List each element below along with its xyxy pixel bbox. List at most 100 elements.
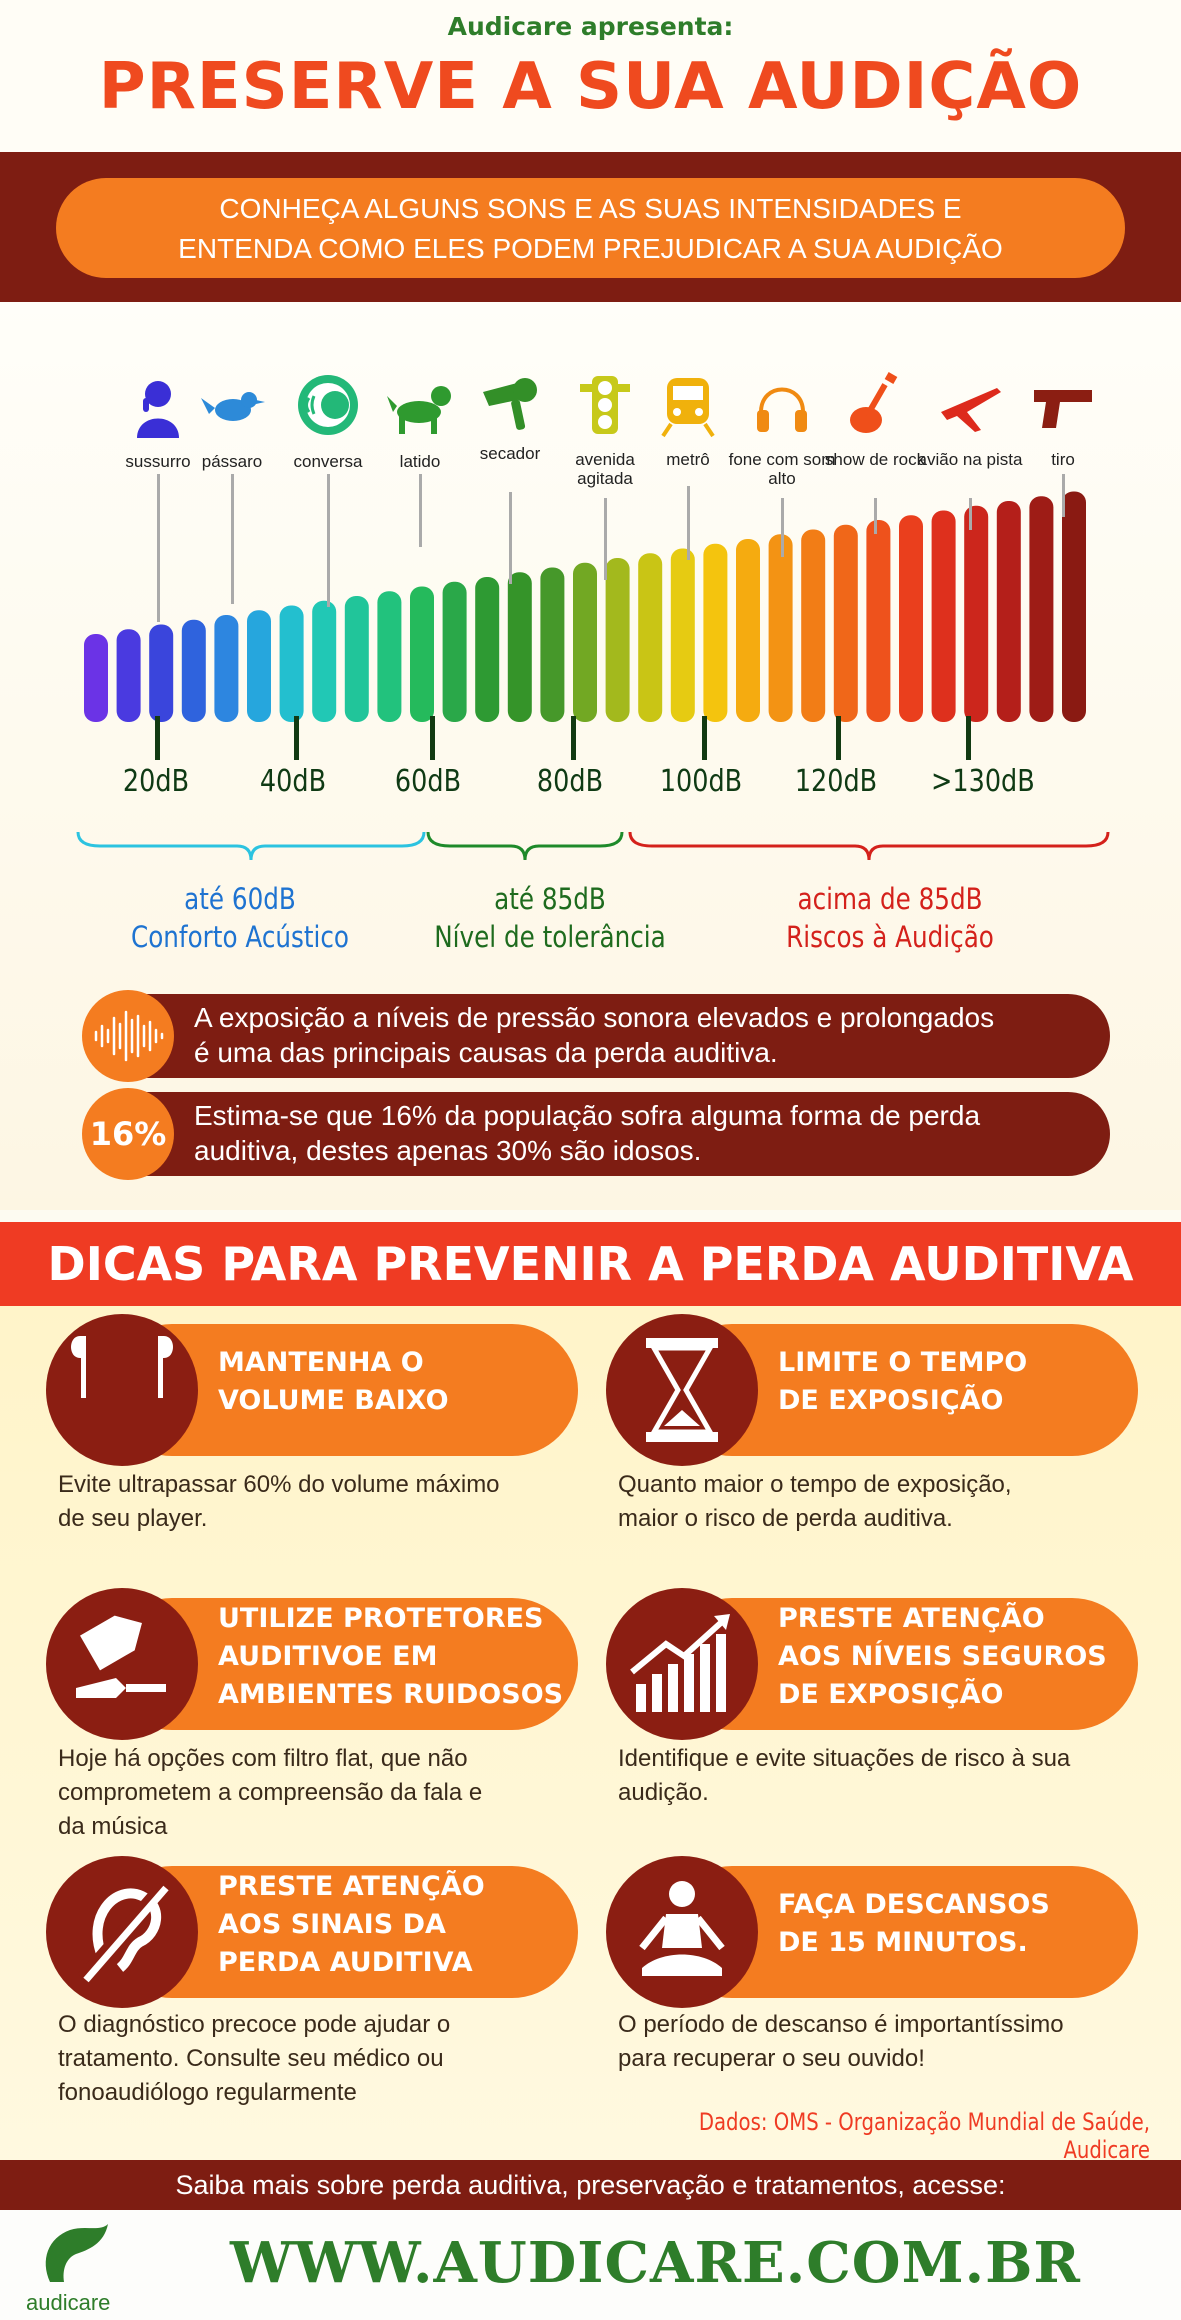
tip-description-line: Quanto maior o tempo de exposição, bbox=[618, 1471, 1012, 1498]
tip-title-line: DE EXPOSIÇÃO bbox=[778, 1385, 1004, 1416]
sound-pointer-line bbox=[1062, 474, 1065, 517]
intro-band: CONHEÇA ALGUNS SONS E AS SUAS INTENSIDAD… bbox=[0, 152, 1181, 302]
tip-description-line: Identifique e evite situações de risco à… bbox=[618, 1745, 1071, 1772]
tip-description: Evite ultrapassar 60% do volume máximo de… bbox=[58, 1468, 598, 1536]
source-note: Dados: OMS - Organização Mundial de Saúd… bbox=[698, 2108, 1150, 2164]
tip-description-line: O diagnóstico precoce pode ajudar o bbox=[58, 2011, 451, 2038]
tip-description-line: Hoje há opções com filtro flat, que não bbox=[58, 1745, 468, 1772]
sound-label: fone com som alto bbox=[728, 450, 836, 488]
bracket-comfort bbox=[76, 831, 426, 861]
sound-label: secador bbox=[479, 444, 541, 463]
category-tolerance-name: Nível de tolerância bbox=[434, 920, 666, 954]
tip-card: LIMITE O TEMPO DE EXPOSIÇÃO bbox=[606, 1314, 1138, 1466]
tip-description-line: da música bbox=[58, 1813, 168, 1840]
tip-title-line: PRESTE ATENÇÃO bbox=[218, 1871, 485, 1902]
intensity-bar bbox=[149, 624, 174, 722]
presents-text: Audicare apresenta: bbox=[447, 12, 734, 41]
intensity-bar bbox=[507, 572, 532, 722]
tip-title-line: AOS SINAIS DA bbox=[218, 1909, 446, 1940]
db-tick bbox=[836, 716, 841, 760]
fact-exposure-line-1: A exposição a níveis de pressão sonora e… bbox=[194, 1002, 995, 1033]
tip-card: PRESTE ATENÇÃO AOS NÍVEIS SEGUROS DE EXPOS… bbox=[606, 1588, 1138, 1740]
db-label-120: 120dB bbox=[794, 764, 878, 799]
audicare-logo-icon bbox=[30, 2220, 120, 2290]
sound-pointer-line bbox=[327, 474, 330, 607]
category-risk-range: acima de 85dB bbox=[797, 882, 983, 916]
sound-pointer-line bbox=[781, 498, 784, 557]
hearing-loss-icon bbox=[46, 1856, 198, 2008]
earbuds-icon bbox=[46, 1314, 198, 1466]
earplugs-icon bbox=[46, 1588, 198, 1740]
tip-title-line: MANTENHA O bbox=[218, 1347, 424, 1378]
intensity-bar bbox=[736, 539, 760, 722]
bird-icon bbox=[199, 372, 265, 438]
bracket-risk bbox=[628, 831, 1110, 861]
tip-description-line: audição. bbox=[618, 1779, 709, 1806]
whisper-icon bbox=[125, 372, 191, 438]
intensity-bar bbox=[573, 562, 597, 722]
intensity-bar bbox=[312, 600, 337, 722]
tip-description-line: para recuperar o seu ouvido! bbox=[618, 2045, 925, 2072]
category-tolerance-range: até 85dB bbox=[494, 882, 606, 916]
tip-description: O período de descanso é importantíssimo p… bbox=[618, 2008, 1158, 2076]
tip-title-line: FAÇA DESCANSOS bbox=[778, 1889, 1050, 1920]
intensity-bar bbox=[768, 534, 793, 722]
website-link[interactable]: WWW.AUDICARE.COM.BR bbox=[230, 2230, 1081, 2296]
fact-exposure-line-2: é uma das principais causas da perda aud… bbox=[194, 1037, 778, 1068]
category-comfort: até 60dB Conforto Acústico bbox=[96, 880, 385, 956]
sound-pointer-line bbox=[604, 498, 607, 580]
category-comfort-range: até 60dB bbox=[184, 882, 296, 916]
tip-description: O diagnóstico precoce pode ajudar o trata… bbox=[58, 2008, 598, 2110]
sound-label: pássaro bbox=[201, 452, 263, 471]
airplane-icon bbox=[937, 372, 1003, 438]
intensity-bar bbox=[344, 596, 369, 722]
category-comfort-name: Conforto Acústico bbox=[131, 920, 349, 954]
tip-title-line: PRESTE ATENÇÃO bbox=[778, 1603, 1045, 1634]
intensity-bar bbox=[475, 577, 500, 722]
sound-pointer-line bbox=[969, 498, 972, 530]
intensity-bar bbox=[1029, 496, 1054, 722]
intensity-bar bbox=[214, 615, 239, 722]
intensity-bar bbox=[801, 529, 826, 722]
intensity-bar bbox=[703, 543, 728, 722]
intensity-bar bbox=[899, 515, 923, 722]
intensity-bar bbox=[181, 619, 206, 722]
fact-statistic-line-2: auditiva, destes apenas 30% são idosos. bbox=[194, 1135, 702, 1166]
footer-cta: Saiba mais sobre perda auditiva, preserv… bbox=[0, 2160, 1181, 2210]
tip-description: Hoje há opções com filtro flat, que não c… bbox=[58, 1742, 598, 1844]
sound-pointer-line bbox=[419, 474, 422, 547]
intensity-bar bbox=[84, 634, 108, 722]
tip-card: FAÇA DESCANSOS DE 15 MINUTOS. bbox=[606, 1856, 1138, 2008]
tip-card: PRESTE ATENÇÃO AOS SINAIS DA PERDA AUDITIV… bbox=[46, 1856, 578, 2008]
intensity-bar bbox=[670, 548, 695, 722]
guitar-icon bbox=[842, 372, 908, 438]
tip-title-line: DE EXPOSIÇÃO bbox=[778, 1679, 1004, 1710]
db-label-60: 60dB bbox=[394, 764, 462, 799]
conversation-icon bbox=[295, 372, 361, 438]
db-tick bbox=[294, 716, 299, 760]
tip-title: PRESTE ATENÇÃO AOS NÍVEIS SEGUROS DE EXPOS… bbox=[778, 1600, 1128, 1714]
tip-title-line: AMBIENTES RUIDOSOS bbox=[218, 1679, 564, 1710]
sound-pointer-line bbox=[874, 498, 877, 534]
sound-scale: sussurro pássaro conversa latido secador aven… bbox=[0, 302, 1181, 1210]
meditation-icon bbox=[606, 1856, 758, 2008]
tip-description-line: fonoaudiólogo regularmente bbox=[58, 2079, 357, 2106]
tip-title-line: AOS NÍVEIS SEGUROS bbox=[778, 1641, 1107, 1672]
intensity-bar bbox=[833, 524, 858, 722]
intensity-bar bbox=[1062, 491, 1086, 722]
tip-card: MANTENHA O VOLUME BAIXO bbox=[46, 1314, 578, 1466]
intensity-bar bbox=[638, 553, 663, 722]
sound-pointer-line bbox=[687, 486, 690, 560]
sound-wave-icon bbox=[82, 990, 174, 1082]
traffic-light-icon bbox=[572, 372, 638, 438]
fact-statistic-line-1: Estima-se que 16% da população sofra alg… bbox=[194, 1100, 981, 1131]
tip-title: LIMITE O TEMPO DE EXPOSIÇÃO bbox=[778, 1344, 1128, 1420]
intensity-bars bbox=[76, 491, 1110, 861]
tip-title: PRESTE ATENÇÃO AOS SINAIS DA PERDA AUDITIV… bbox=[218, 1868, 568, 1982]
fact-statistic: 16% Estima-se que 16% da população sofra… bbox=[82, 1088, 1110, 1180]
rising-chart-icon bbox=[606, 1588, 758, 1740]
train-icon bbox=[655, 372, 721, 438]
sound-label: show de rock bbox=[824, 450, 926, 469]
bracket-tolerance bbox=[426, 831, 624, 861]
logo-text: audicare bbox=[26, 2290, 111, 2315]
